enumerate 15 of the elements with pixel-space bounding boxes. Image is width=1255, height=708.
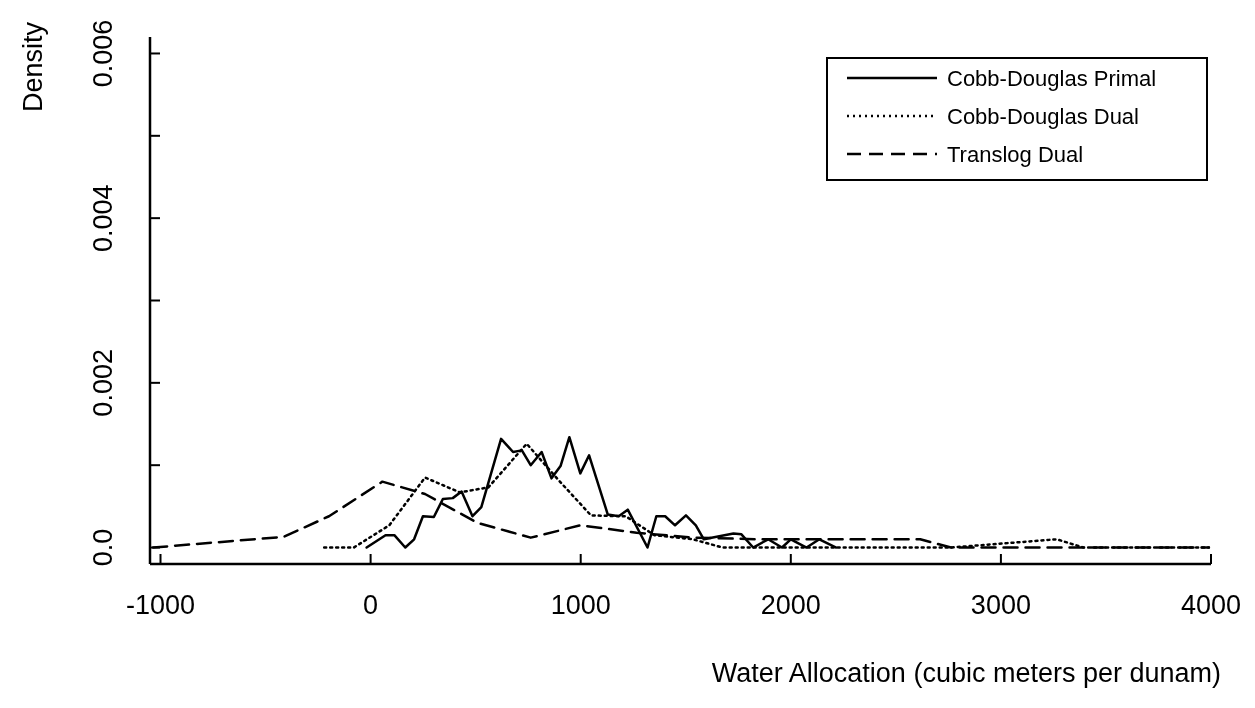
legend-label: Cobb-Douglas Dual	[947, 104, 1139, 129]
x-tick-label: 1000	[550, 590, 611, 620]
x-tick-label: 3000	[970, 590, 1031, 620]
y-axis-title: Density	[18, 21, 48, 113]
y-tick-label: 0.006	[88, 19, 118, 88]
x-axis-title: Water Allocation (cubic meters per dunam)	[711, 658, 1221, 688]
legend-label: Cobb-Douglas Primal	[947, 66, 1157, 91]
y-tick-label: 0.002	[88, 349, 118, 417]
legend-label: Translog Dual	[947, 142, 1084, 167]
x-tick-label: 4000	[1180, 590, 1242, 620]
x-tick-label: 0	[363, 590, 379, 620]
y-tick-label: 0.0	[88, 528, 118, 567]
x-tick-label: -1000	[125, 590, 196, 620]
x-tick-label: 2000	[760, 590, 821, 620]
y-tick-label: 0.004	[88, 184, 118, 252]
